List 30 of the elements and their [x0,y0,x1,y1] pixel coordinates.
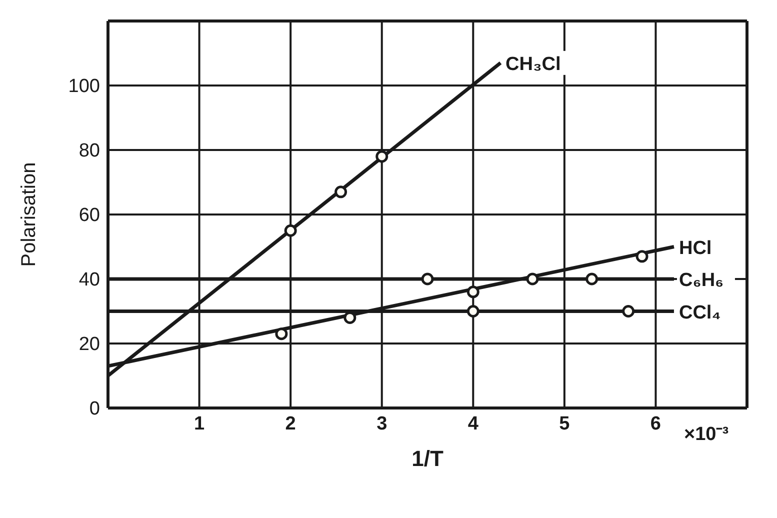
x-axis-title: 1/T [412,446,444,471]
point [622,305,635,318]
x-tick-label: 6 [650,413,662,434]
point [526,272,539,286]
y-tick-label: 60 [78,205,100,226]
point [334,186,348,198]
y-tick-label: 20 [78,334,100,356]
text: ×10⁻³ [684,423,729,446]
y-tick-label: 80 [78,140,100,162]
y-tick-label: 0 [89,398,100,420]
point [275,328,288,340]
point [421,272,434,286]
x-tick-label: 3 [376,413,388,434]
point [636,250,648,263]
point [284,224,297,237]
point [466,305,480,318]
series-label: HCl [678,238,712,259]
y-tick-label: 40 [78,270,100,291]
x-tick-label: 1 [194,413,205,434]
y-axis-title: Polarisation [18,162,40,267]
series-label: CH₃Cl [506,54,561,75]
x-tick-label: 4 [468,413,479,434]
x-tick-label: 2 [285,413,296,434]
series-label: CCl₄ [678,302,721,324]
point [376,150,388,163]
x-tick-label: 5 [559,413,570,434]
y-tick-label: 100 [68,76,100,98]
point [586,272,598,286]
point [466,286,480,298]
series-label: C₆H₆ [678,270,724,291]
